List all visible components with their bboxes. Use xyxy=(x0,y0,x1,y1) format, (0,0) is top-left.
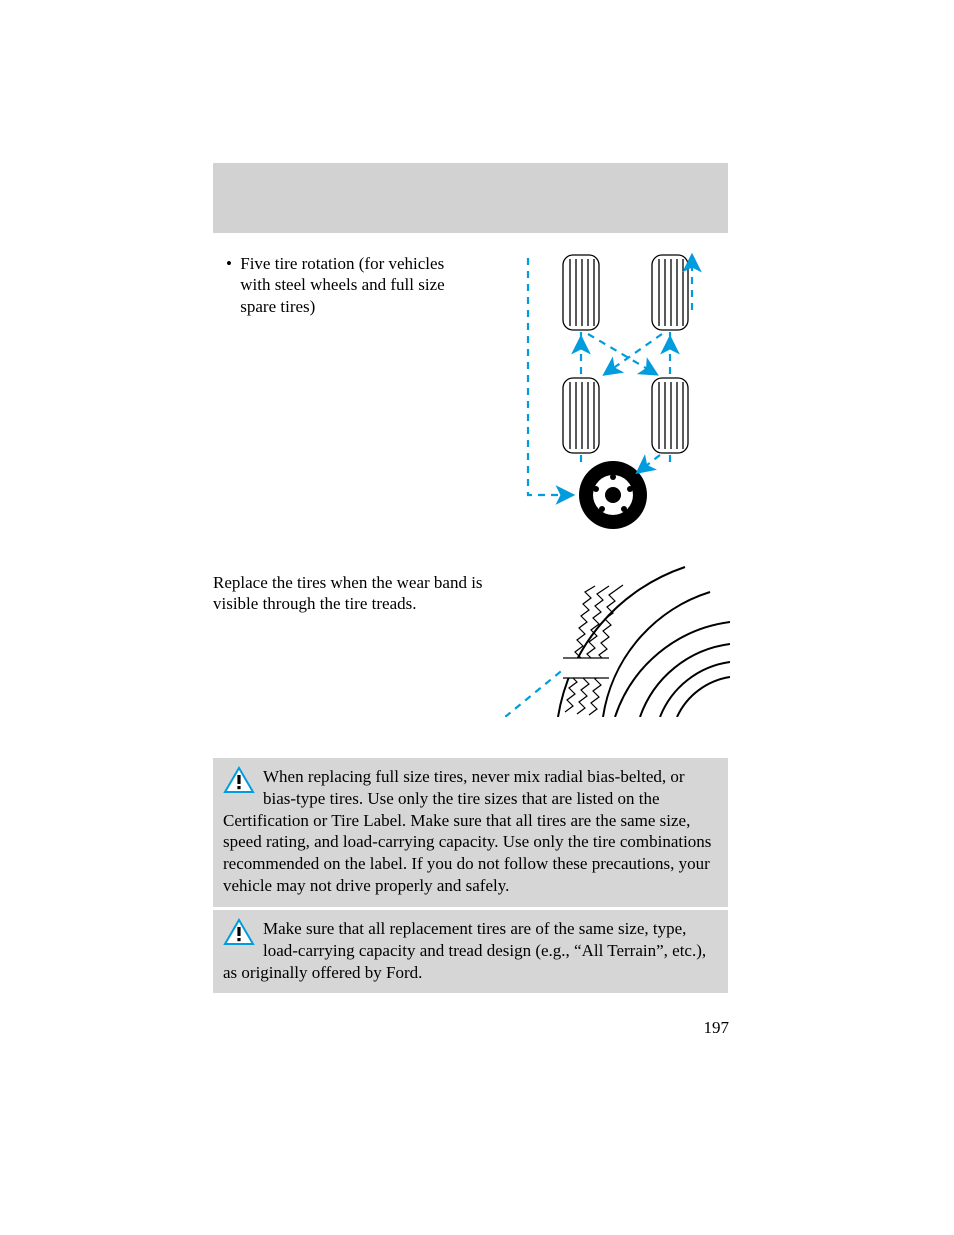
bullet-five-tire-rotation: • Five tire rotation (for vehicles with … xyxy=(222,253,452,317)
warning-box-1: When replacing full size tires, never mi… xyxy=(213,758,728,907)
arrow-fl-to-rr-icon xyxy=(588,334,656,374)
spare-wheel-icon xyxy=(579,461,647,529)
wear-indicator-arrow-icon xyxy=(505,668,565,717)
warning-box-2: Make sure that all replacement tires are… xyxy=(213,910,728,993)
tire-front-right-icon xyxy=(652,255,688,330)
page-number: 197 xyxy=(704,1018,730,1038)
bullet-text: Five tire rotation (for vehicles with st… xyxy=(240,253,450,317)
tire-wear-band-diagram xyxy=(505,562,730,717)
section-header-band xyxy=(213,163,728,233)
arrow-rr-to-spare-icon xyxy=(638,455,660,472)
warning-triangle-icon xyxy=(223,766,255,794)
five-tire-rotation-diagram xyxy=(510,250,732,540)
manual-page: • Five tire rotation (for vehicles with … xyxy=(0,0,954,1235)
warning-triangle-icon xyxy=(223,918,255,946)
tire-front-left-icon xyxy=(563,255,599,330)
bullet-marker: • xyxy=(222,253,236,274)
tire-rear-right-icon xyxy=(652,378,688,453)
warning-text-1: When replacing full size tires, never mi… xyxy=(223,767,711,895)
arrow-fr-to-rl-icon xyxy=(605,334,662,374)
wear-band-paragraph: Replace the tires when the wear band is … xyxy=(213,572,493,615)
tire-rear-left-icon xyxy=(563,378,599,453)
warning-text-2: Make sure that all replacement tires are… xyxy=(223,919,706,982)
